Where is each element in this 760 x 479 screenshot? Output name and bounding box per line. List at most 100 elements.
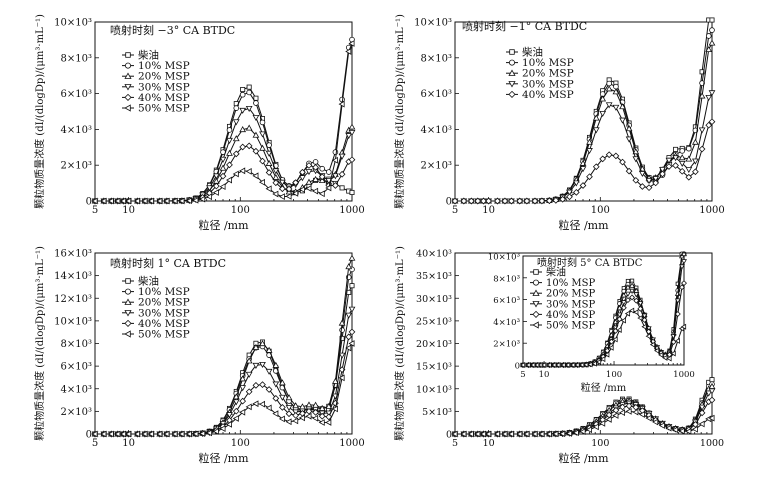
panel-2-point-30-msp xyxy=(605,102,613,109)
panel-4-point-50-msp xyxy=(565,430,573,437)
panel-1-point-20-msp xyxy=(272,173,280,180)
panel-4-inset-point-50-msp xyxy=(624,310,631,317)
panel-1-series-line-diesel xyxy=(95,86,353,202)
panel-1-point-40-msp xyxy=(318,173,326,181)
panel-4-point-50-msp xyxy=(485,430,492,438)
panel-2-point-40-msp xyxy=(599,155,607,163)
panel-4-point-50-msp xyxy=(545,430,552,438)
panel-4-point-50-msp xyxy=(678,427,685,435)
panel-4-inset-point-40-msp xyxy=(616,316,623,323)
panel-4-inset-point-50-msp xyxy=(583,361,589,368)
panel-1-point-50-msp xyxy=(278,193,285,201)
panel-2-point-30-msp xyxy=(705,95,713,102)
panel-4-inset-point-50-msp xyxy=(674,337,680,344)
panel-3-legend-label: 柴油 xyxy=(138,275,159,288)
panel-1-point-50-msp xyxy=(205,193,213,201)
panel-2-y-tick-label: 8×10³ xyxy=(421,53,452,64)
panel-4-inset-point-50-msp xyxy=(645,333,651,340)
panel-3-legend-label: 30% MSP xyxy=(138,307,190,319)
panel-4-point-50-msp xyxy=(658,422,665,429)
panel-2-point-40-msp xyxy=(685,173,693,181)
panel-1-point-diesel xyxy=(339,185,345,191)
panel-4-point-40-msp xyxy=(708,396,716,404)
panel-4-inset-x-tick-label: 10 xyxy=(539,370,550,380)
panel-2-point-40-msp xyxy=(546,197,553,205)
panel-4-point-40-msp xyxy=(698,409,706,417)
panel-4-inset-point-50-msp xyxy=(555,362,561,368)
panel-2-y-tick-label: 0 xyxy=(446,197,452,208)
panel-4-inset-point-50-msp xyxy=(519,362,526,368)
panel-1-point-50-msp xyxy=(272,190,279,198)
panel-3-y-tick-label: 12×10³ xyxy=(54,294,92,305)
panel-2-point-20-msp xyxy=(692,138,699,145)
panel-2-point-20-msp xyxy=(685,155,693,162)
panel-4-point-50-msp xyxy=(652,418,659,426)
panel-2-point-10-msp xyxy=(705,33,712,39)
panel-4-inset-point-50-msp xyxy=(612,336,618,343)
panel-3-point-40-msp xyxy=(239,397,247,405)
panel-2-point-40-msp xyxy=(652,179,660,187)
panel-4-point-50-msp xyxy=(612,412,619,419)
panel-4-inset-legend-label: 40% MSP xyxy=(546,310,595,321)
panel-3-point-40-msp xyxy=(245,388,253,396)
panel-4-y-tick-label: 15×10³ xyxy=(416,362,452,373)
panel-2-point-40-msp xyxy=(552,196,560,204)
panel-3-point-50-msp xyxy=(178,430,185,438)
panel-1-x-tick-label: 1000 xyxy=(339,205,364,216)
panel-1-point-20-msp xyxy=(245,124,253,131)
panel-1-point-50-msp xyxy=(348,40,355,47)
panel-4-point-50-msp xyxy=(523,430,530,438)
panel-2-point-30-msp xyxy=(579,166,587,173)
panel-3-point-50-msp xyxy=(171,430,178,438)
panel-1-point-40-msp xyxy=(232,150,240,158)
panel-1-point-30-msp xyxy=(212,173,220,180)
panel-4-point-50-msp xyxy=(698,420,705,428)
panel-3-point-40-msp xyxy=(345,333,353,341)
panel-3-point-20-msp xyxy=(272,361,280,368)
panel-4-inset-point-30-msp xyxy=(678,264,685,270)
panel-3-point-50-msp xyxy=(225,420,232,428)
panel-4-inset-legend-label: 10% MSP xyxy=(546,278,595,289)
panel-2-point-40-msp xyxy=(692,168,699,176)
panel-1-point-40-msp xyxy=(305,162,313,169)
panel-4-inset-point-40-msp xyxy=(633,297,640,304)
panel-2-legend-marker xyxy=(509,49,515,55)
panel-1-point-30-msp xyxy=(305,169,313,176)
panel-2-point-40-msp xyxy=(494,197,501,205)
panel-3-legend-marker xyxy=(124,319,132,327)
panel-3-point-20-msp xyxy=(348,254,356,261)
panel-3-point-50-msp xyxy=(91,430,98,438)
panel-3-point-50-msp xyxy=(163,430,170,438)
panel-4-inset-point-40-msp xyxy=(608,338,615,345)
panel-1-point-30-msp xyxy=(219,156,227,163)
panel-1-legend-label: 30% MSP xyxy=(138,81,190,93)
panel-1-point-50-msp xyxy=(199,195,206,203)
panel-3-point-50-msp xyxy=(318,419,325,426)
panel-2-point-40-msp xyxy=(523,197,531,205)
panel-2-point-30-msp xyxy=(685,167,693,174)
panel-2-x-axis-label: 粒径 /mm xyxy=(558,218,609,232)
panel-2-point-40-msp xyxy=(480,197,487,205)
panel-1-point-20-msp xyxy=(239,126,247,133)
panel-3-point-20-msp xyxy=(345,263,353,270)
panel-1-point-40-msp xyxy=(272,179,280,187)
panel-3-y-axis-label: 颗粒物质量浓度 (dI/(dlogDp)/(μm³·mL⁻¹) xyxy=(33,246,46,441)
panel-1-title: 喷射时刻 −3° CA BTDC xyxy=(110,23,235,37)
panel-3-point-50-msp xyxy=(292,417,299,425)
panel-1-legend-marker xyxy=(124,104,131,112)
panel-4-point-50-msp xyxy=(579,428,586,435)
panel-4-inset-x-tick-label: 1000 xyxy=(673,370,695,380)
panel-4-y-tick-label: 25×10³ xyxy=(416,316,452,327)
panel-1-point-50-msp xyxy=(185,197,192,205)
panel-2-point-40-msp xyxy=(708,118,716,126)
panel-3-point-40-msp xyxy=(259,381,266,389)
panel-4-point-50-msp xyxy=(538,430,545,438)
panel-3-point-40-msp xyxy=(265,386,273,393)
panel-4-y-tick-label: 30×10³ xyxy=(416,294,452,305)
panel-4-point-50-msp xyxy=(467,430,474,438)
panel-4-y-tick-label: 10×10³ xyxy=(416,384,452,395)
panel-2-point-40-msp xyxy=(566,193,573,201)
panel-2-point-30-msp xyxy=(678,160,686,167)
panel-4-point-50-msp xyxy=(585,426,592,434)
panel-3-point-40-msp xyxy=(348,328,356,336)
